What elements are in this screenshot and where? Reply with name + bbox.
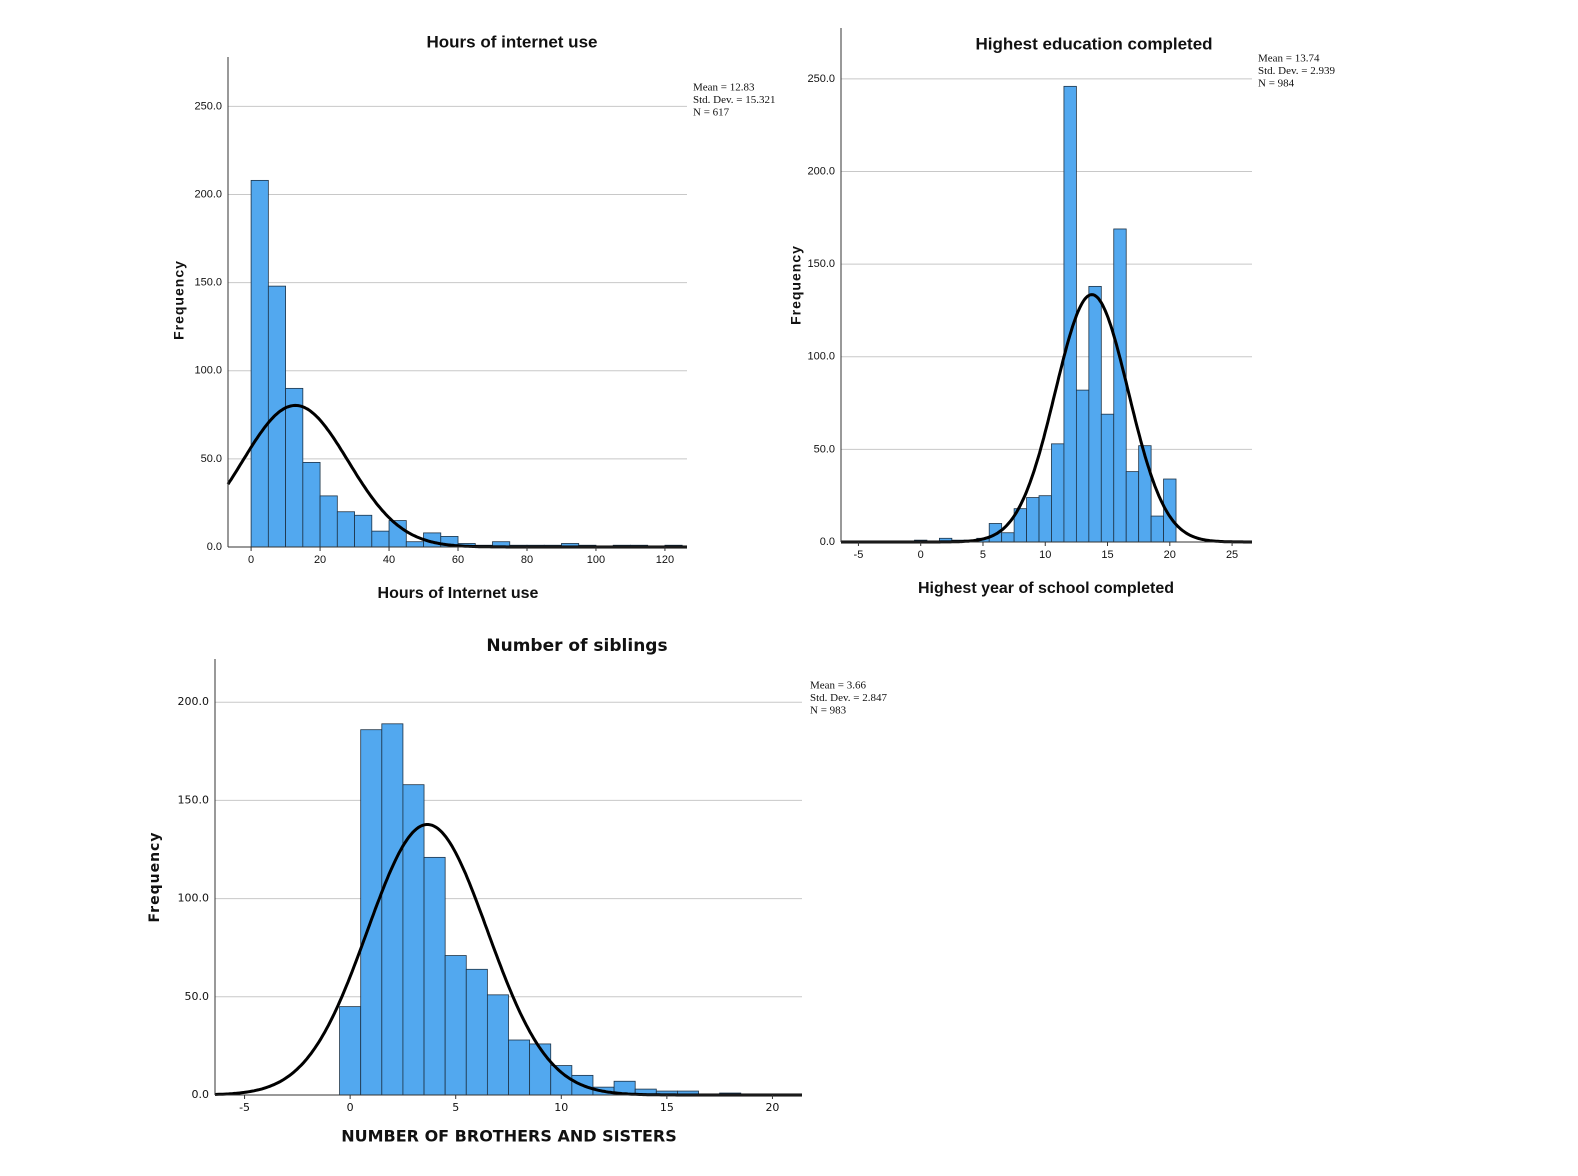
bar — [1125, 471, 1140, 543]
stat-label: N = 617 — [693, 107, 730, 119]
y-axis-label: Frequency — [788, 245, 804, 325]
x-tick-label: -5 — [854, 549, 864, 561]
bar — [1088, 285, 1102, 543]
stat-label: Mean = 12.83 — [693, 82, 755, 94]
bar — [354, 514, 373, 548]
y-tick-label: 50.0 — [201, 453, 222, 465]
chart-title: Hours of internet use — [427, 32, 598, 51]
bar — [405, 541, 424, 548]
y-tick-label: 150.0 — [178, 793, 210, 806]
bar — [360, 729, 383, 1096]
y-axis-label: Frequency — [147, 832, 163, 923]
x-tick-label: 5 — [980, 549, 986, 561]
x-tick-label: 15 — [1101, 549, 1113, 561]
x-tick-label: 40 — [383, 554, 395, 566]
bar — [1150, 515, 1164, 543]
x-tick-label: 5 — [452, 1101, 459, 1114]
bar — [1113, 228, 1127, 543]
stat-label: N = 984 — [1258, 78, 1295, 90]
bar — [529, 1043, 552, 1096]
bar — [336, 511, 355, 548]
y-tick-label: 150.0 — [194, 277, 222, 289]
stat-label: Std. Dev. = 15.321 — [693, 94, 776, 106]
y-tick-label: 0.0 — [820, 536, 835, 548]
x-tick-label: 80 — [521, 554, 533, 566]
x-tick-label: 0 — [347, 1101, 354, 1114]
y-tick-label: 200.0 — [194, 188, 222, 200]
stat-label: Std. Dev. = 2.939 — [1258, 65, 1335, 77]
bar — [285, 387, 304, 548]
stat-label: Mean = 13.74 — [1258, 53, 1320, 65]
stat-label: N = 983 — [810, 705, 847, 717]
x-tick-label: 0 — [248, 554, 254, 566]
x-tick-label: 20 — [765, 1101, 779, 1114]
bar — [1100, 413, 1115, 543]
y-tick-label: 50.0 — [814, 443, 835, 455]
stat-label: Mean = 3.66 — [810, 680, 866, 692]
x-axis-label: NUMBER OF BROTHERS AND SISTERS — [341, 1127, 677, 1146]
bar — [486, 994, 509, 1096]
bar — [1001, 532, 1015, 543]
y-tick-label: 150.0 — [807, 258, 835, 270]
y-tick-label: 0.0 — [207, 541, 222, 553]
x-tick-label: 60 — [452, 554, 464, 566]
bar — [465, 968, 488, 1096]
bar — [250, 179, 269, 548]
stat-label: Std. Dev. = 2.847 — [810, 692, 887, 704]
x-tick-label: 10 — [554, 1101, 568, 1114]
bar — [1063, 85, 1077, 543]
x-tick-label: 20 — [314, 554, 326, 566]
x-tick-label: 20 — [1164, 549, 1176, 561]
x-tick-label: 10 — [1039, 549, 1051, 561]
y-tick-label: 250.0 — [194, 100, 222, 112]
bar — [1051, 443, 1065, 543]
bar — [371, 530, 390, 548]
bar — [302, 461, 321, 548]
x-tick-label: 25 — [1226, 549, 1238, 561]
bar — [550, 1065, 573, 1096]
bar — [339, 1006, 362, 1096]
bar — [1038, 495, 1052, 543]
chart-title: Number of siblings — [486, 636, 667, 656]
y-tick-label: 200.0 — [807, 165, 835, 177]
bar — [381, 723, 404, 1096]
x-tick-label: -5 — [239, 1101, 250, 1114]
y-axis-label: Frequency — [171, 260, 187, 340]
bar — [267, 285, 286, 548]
bar — [1075, 389, 1090, 543]
x-axis-label: Highest year of school completed — [918, 580, 1174, 597]
y-tick-label: 200.0 — [178, 695, 210, 708]
bar — [444, 955, 467, 1096]
y-tick-label: 100.0 — [178, 892, 210, 905]
y-tick-label: 100.0 — [194, 365, 222, 377]
x-tick-label: 0 — [918, 549, 924, 561]
y-tick-label: 250.0 — [807, 73, 835, 85]
bar — [508, 1039, 531, 1096]
y-tick-label: 100.0 — [807, 351, 835, 363]
bar — [1026, 497, 1040, 543]
bar — [319, 495, 338, 548]
bar — [423, 856, 446, 1096]
x-tick-label: 100 — [587, 554, 605, 566]
x-axis-label: Hours of Internet use — [378, 585, 539, 602]
x-tick-label: 15 — [660, 1101, 674, 1114]
chart-title: Highest education completed — [975, 34, 1212, 53]
x-tick-label: 120 — [656, 554, 674, 566]
y-tick-label: 0.0 — [192, 1088, 210, 1101]
y-tick-label: 50.0 — [185, 990, 210, 1003]
